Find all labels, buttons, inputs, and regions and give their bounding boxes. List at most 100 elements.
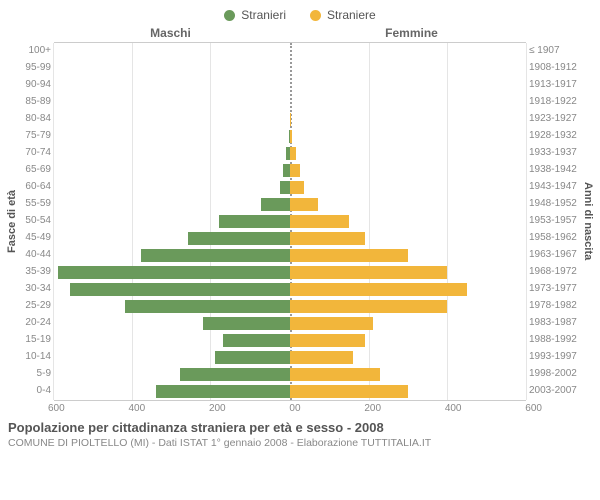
bar-male bbox=[141, 249, 290, 262]
year-label: 1943-1947 bbox=[526, 178, 580, 195]
year-label: 1913-1917 bbox=[526, 76, 580, 93]
year-label: 1918-1922 bbox=[526, 93, 580, 110]
bar-male bbox=[180, 368, 290, 381]
y-right-labels: ≤ 19071908-19121913-19171918-19221923-19… bbox=[526, 42, 580, 401]
age-label: 35-39 bbox=[20, 263, 54, 280]
x-tick: 0 bbox=[295, 403, 301, 414]
bar-female bbox=[290, 249, 408, 262]
bar-female bbox=[290, 266, 447, 279]
bar-row bbox=[54, 77, 526, 94]
legend-item-male: Stranieri bbox=[224, 8, 286, 22]
bar-male bbox=[125, 300, 290, 313]
age-label: 90-94 bbox=[20, 76, 54, 93]
bar-row bbox=[54, 43, 526, 60]
legend-label-male: Stranieri bbox=[241, 8, 286, 22]
bar-row bbox=[54, 264, 526, 281]
legend-item-female: Straniere bbox=[310, 8, 376, 22]
year-label: 1933-1937 bbox=[526, 144, 580, 161]
bar-row bbox=[54, 162, 526, 179]
bar-female bbox=[290, 164, 300, 177]
x-tick: 200 bbox=[364, 403, 381, 414]
bar-row bbox=[54, 94, 526, 111]
year-label: 1948-1952 bbox=[526, 195, 580, 212]
year-label: 1993-1997 bbox=[526, 348, 580, 365]
bar-row bbox=[54, 128, 526, 145]
column-headers: Maschi Femmine bbox=[0, 26, 600, 42]
x-tick: 400 bbox=[128, 403, 145, 414]
bar-male bbox=[280, 181, 290, 194]
age-label: 65-69 bbox=[20, 161, 54, 178]
year-label: 2003-2007 bbox=[526, 382, 580, 399]
header-female: Femmine bbox=[291, 26, 532, 40]
year-label: 1973-1977 bbox=[526, 280, 580, 297]
x-tick: 400 bbox=[445, 403, 462, 414]
age-label: 10-14 bbox=[20, 348, 54, 365]
year-label: 1978-1982 bbox=[526, 297, 580, 314]
swatch-female bbox=[310, 10, 321, 21]
bar-male bbox=[215, 351, 290, 364]
age-label: 80-84 bbox=[20, 110, 54, 127]
bar-row bbox=[54, 60, 526, 77]
age-label: 25-29 bbox=[20, 297, 54, 314]
age-label: 20-24 bbox=[20, 314, 54, 331]
age-label: 40-44 bbox=[20, 246, 54, 263]
chart-title: Popolazione per cittadinanza straniera p… bbox=[8, 420, 592, 435]
bar-female bbox=[290, 351, 353, 364]
bar-male bbox=[156, 385, 290, 398]
year-label: 1998-2002 bbox=[526, 365, 580, 382]
age-label: 30-34 bbox=[20, 280, 54, 297]
bar-row bbox=[54, 366, 526, 383]
age-label: 45-49 bbox=[20, 229, 54, 246]
year-label: 1953-1957 bbox=[526, 212, 580, 229]
bar-male bbox=[261, 198, 291, 211]
year-label: 1923-1927 bbox=[526, 110, 580, 127]
bar-female bbox=[290, 147, 296, 160]
chart-subtitle: COMUNE DI PIOLTELLO (MI) - Dati ISTAT 1°… bbox=[8, 437, 592, 449]
plot-area bbox=[54, 42, 526, 401]
age-label: 60-64 bbox=[20, 178, 54, 195]
bar-row bbox=[54, 196, 526, 213]
bar-female bbox=[290, 300, 447, 313]
bar-male bbox=[219, 215, 290, 228]
bar-male bbox=[203, 317, 290, 330]
bar-female bbox=[290, 368, 380, 381]
bar-female bbox=[290, 334, 365, 347]
bar-row bbox=[54, 383, 526, 400]
age-label: 55-59 bbox=[20, 195, 54, 212]
x-tick: 200 bbox=[209, 403, 226, 414]
age-label: 85-89 bbox=[20, 93, 54, 110]
age-label: 15-19 bbox=[20, 331, 54, 348]
bar-row bbox=[54, 247, 526, 264]
age-label: 50-54 bbox=[20, 212, 54, 229]
age-label: 0-4 bbox=[20, 382, 54, 399]
bar-male bbox=[58, 266, 290, 279]
legend-label-female: Straniere bbox=[327, 8, 376, 22]
x-tick: 600 bbox=[525, 403, 542, 414]
legend: Stranieri Straniere bbox=[0, 0, 600, 26]
bar-female bbox=[290, 385, 408, 398]
year-label: 1983-1987 bbox=[526, 314, 580, 331]
bar-female bbox=[290, 181, 304, 194]
swatch-male bbox=[224, 10, 235, 21]
age-label: 70-74 bbox=[20, 144, 54, 161]
age-label: 100+ bbox=[20, 42, 54, 59]
bar-female bbox=[290, 283, 467, 296]
bar-female bbox=[290, 113, 291, 126]
footer: Popolazione per cittadinanza straniera p… bbox=[0, 414, 600, 449]
bar-row bbox=[54, 111, 526, 128]
bar-female bbox=[290, 232, 365, 245]
bar-female bbox=[290, 130, 292, 143]
year-label: 1988-1992 bbox=[526, 331, 580, 348]
year-label: 1928-1932 bbox=[526, 127, 580, 144]
y-left-labels: 100+95-9990-9485-8980-8475-7970-7465-696… bbox=[20, 42, 54, 401]
bar-row bbox=[54, 332, 526, 349]
bar-row bbox=[54, 281, 526, 298]
bar-row bbox=[54, 179, 526, 196]
bar-female bbox=[290, 215, 349, 228]
year-label: 1908-1912 bbox=[526, 59, 580, 76]
x-axis: 6004002000 0200400600 bbox=[0, 401, 600, 414]
bar-row bbox=[54, 213, 526, 230]
x-tick: 600 bbox=[48, 403, 65, 414]
bar-row bbox=[54, 145, 526, 162]
year-label: ≤ 1907 bbox=[526, 42, 580, 59]
